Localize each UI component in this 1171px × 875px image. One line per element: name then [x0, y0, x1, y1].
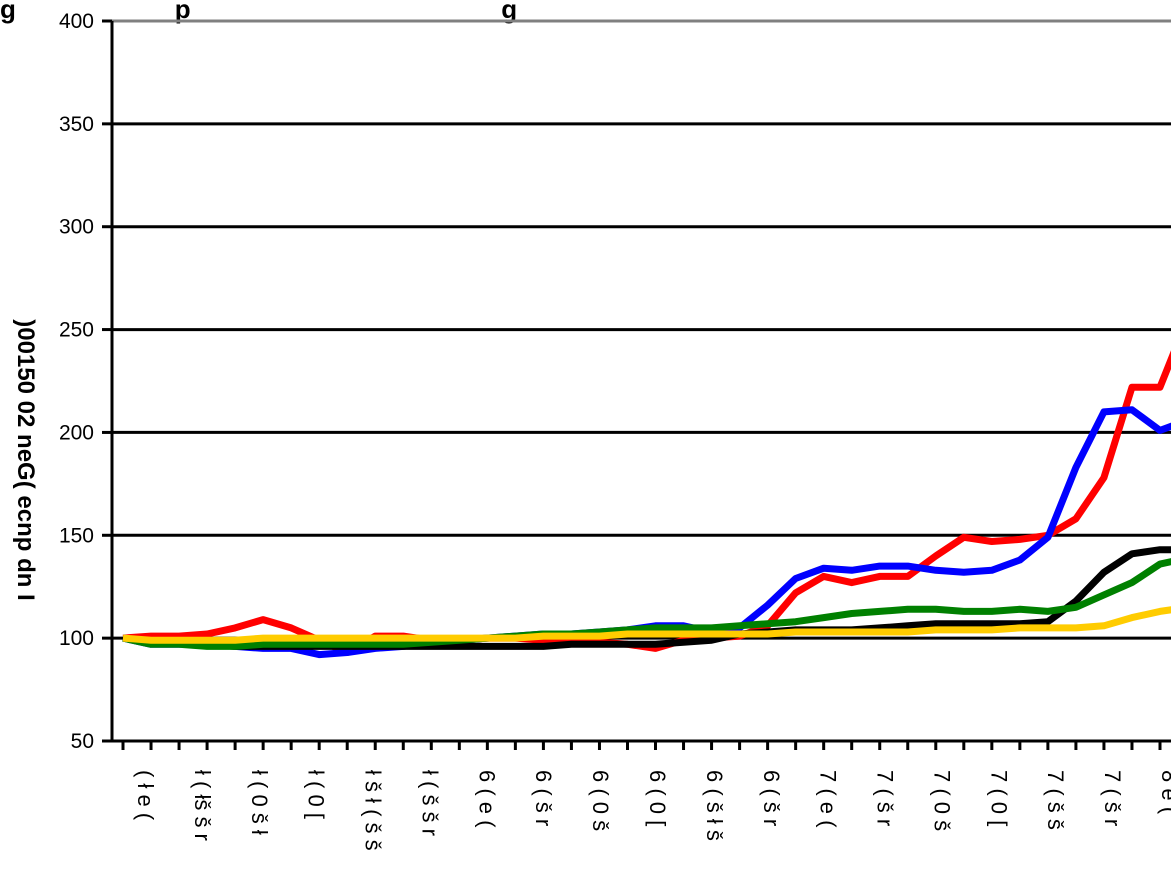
series-line-4 — [122, 558, 1171, 650]
y-tick-label: 150 — [59, 524, 94, 547]
x-tick-label: ( ł e ( — [133, 770, 158, 821]
x-tick-label: 7 ( š r — [1100, 770, 1125, 826]
x-tick-label: 6 ( š r — [531, 770, 556, 826]
x-tick-label: ł ( 0 [ — [304, 770, 329, 819]
y-tick-label: 50 — [71, 730, 94, 753]
x-tick-label: 7 ( š r — [873, 770, 898, 826]
axes — [110, 21, 1171, 743]
x-tick-label: ł ( 0 š ł — [247, 770, 272, 835]
y-tick-label: 100 — [59, 627, 94, 650]
x-axis-ticks: ( ł e ( ł ( łš š r ł ( 0 š ł ł ( 0 [ ł š ł (… — [121, 741, 1171, 851]
gridlines — [112, 19, 1171, 640]
y-tick-label: 400 — [59, 10, 94, 33]
x-tick-label: 7 ( 0 š — [929, 770, 954, 831]
x-tick-label: 7 ( e ( — [816, 770, 841, 828]
series-line-2 — [122, 406, 1171, 659]
x-tick-label: ł ( š š r — [417, 770, 442, 836]
x-tick-label: ł š ł ( š š — [361, 770, 386, 851]
y-tick-label: 300 — [59, 216, 94, 239]
y-tick-label: 200 — [59, 421, 94, 444]
y-tick-label: 250 — [59, 319, 94, 342]
y-axis-label: )00150 02 neG( ecnp dn I — [12, 319, 39, 600]
x-tick-label: 8 e ( — [1157, 770, 1171, 815]
x-tick-label: 7 ( š š — [1043, 770, 1068, 830]
x-tick-label: 7 ( 0 [ — [986, 770, 1011, 826]
x-tick-label: 6 ( 0 [ — [645, 770, 670, 826]
x-tick-label: ł ( łš š r — [190, 770, 215, 841]
series-line-5 — [122, 606, 1171, 644]
x-tick-label: 6 ( š ł š — [702, 770, 727, 841]
series-lines — [122, 350, 1171, 659]
y-tick-label: 350 — [59, 113, 94, 136]
x-tick-label: 6 ( 0 š — [588, 770, 613, 831]
series-line-1 — [122, 350, 1171, 656]
x-tick-label: 6 ( e ( — [474, 770, 499, 828]
y-axis-ticks: 50 100 150 200 250 300 350 400 — [59, 10, 112, 753]
x-tick-label: 6 ( š r — [759, 770, 784, 826]
